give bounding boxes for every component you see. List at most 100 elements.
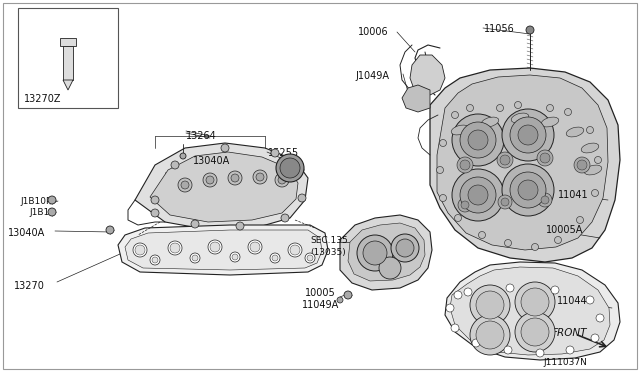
Circle shape [452,169,504,221]
Circle shape [276,154,304,182]
Ellipse shape [511,113,529,123]
Circle shape [476,291,504,319]
Circle shape [236,222,244,230]
Circle shape [272,255,278,261]
Circle shape [476,321,504,349]
Text: 11049A: 11049A [302,300,339,310]
Circle shape [595,157,602,164]
Circle shape [500,155,510,165]
Circle shape [531,244,538,250]
Circle shape [106,226,114,234]
Circle shape [457,157,473,173]
Circle shape [337,297,343,303]
Circle shape [451,112,458,119]
Circle shape [231,174,239,182]
Circle shape [521,288,549,316]
Circle shape [171,161,179,169]
Text: 13264: 13264 [186,131,217,141]
Circle shape [551,286,559,294]
Polygon shape [150,152,298,222]
Circle shape [206,176,214,184]
Circle shape [460,122,496,158]
Circle shape [191,220,199,228]
Circle shape [440,140,447,147]
Circle shape [275,173,289,187]
Circle shape [208,240,222,254]
Circle shape [446,304,454,312]
Circle shape [210,242,220,252]
Circle shape [470,315,510,355]
Circle shape [150,255,160,265]
Polygon shape [410,55,445,95]
Text: J111037N: J111037N [543,358,587,367]
Circle shape [479,231,486,238]
Circle shape [135,245,145,255]
Circle shape [586,126,593,134]
Circle shape [168,241,182,255]
Circle shape [504,240,511,247]
Circle shape [190,253,200,263]
Circle shape [228,171,242,185]
Polygon shape [60,38,76,46]
Text: 13040A: 13040A [193,156,230,166]
Circle shape [515,282,555,322]
Circle shape [379,257,401,279]
Circle shape [170,243,180,253]
Circle shape [510,117,546,153]
Circle shape [461,201,469,209]
Text: SEC.135: SEC.135 [310,236,348,245]
Ellipse shape [481,117,499,127]
Circle shape [133,243,147,257]
Circle shape [253,170,267,184]
Circle shape [180,153,186,159]
Circle shape [504,346,512,354]
Polygon shape [135,143,308,230]
Circle shape [440,195,447,202]
Text: 13270: 13270 [14,281,45,291]
Text: 13270Z: 13270Z [24,94,61,104]
Circle shape [344,291,352,299]
Circle shape [271,149,279,157]
Polygon shape [125,230,322,270]
Circle shape [203,173,217,187]
Polygon shape [430,68,620,262]
Circle shape [458,198,472,212]
Circle shape [278,176,286,184]
Text: 10005A: 10005A [546,225,584,235]
Circle shape [151,209,159,217]
Circle shape [460,177,496,213]
Text: 10005: 10005 [305,288,336,298]
Circle shape [501,198,509,206]
Text: 15255: 15255 [268,148,299,158]
Text: FRONT: FRONT [552,328,588,338]
Circle shape [250,242,260,252]
Ellipse shape [451,125,468,135]
Circle shape [564,109,572,115]
Circle shape [181,181,189,189]
Ellipse shape [584,165,602,175]
Circle shape [506,284,514,292]
Circle shape [566,346,574,354]
Circle shape [515,312,555,352]
Circle shape [48,208,56,216]
Circle shape [178,178,192,192]
Circle shape [452,114,504,166]
Circle shape [48,196,56,204]
Ellipse shape [566,127,584,137]
Circle shape [468,130,488,150]
Circle shape [467,105,474,112]
Text: 11041: 11041 [558,190,589,200]
Circle shape [396,239,414,257]
Circle shape [586,296,594,304]
Circle shape [468,185,488,205]
Text: J1B10P: J1B10P [20,197,51,206]
Circle shape [391,234,419,262]
Text: J1049A: J1049A [355,71,389,81]
Circle shape [152,257,158,263]
Circle shape [574,157,590,173]
Circle shape [270,253,280,263]
Circle shape [436,167,444,173]
Circle shape [454,291,462,299]
Circle shape [281,214,289,222]
Circle shape [521,318,549,346]
